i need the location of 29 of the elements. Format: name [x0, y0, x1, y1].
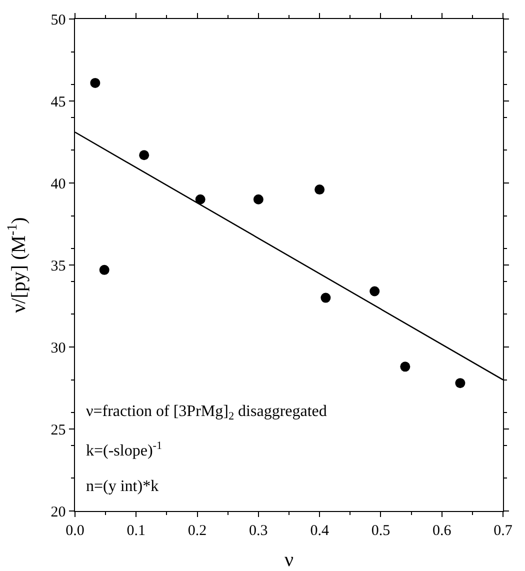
x-tick-label: 0.5 — [371, 523, 390, 540]
y-tick-label: 35 — [50, 258, 66, 274]
point — [99, 264, 110, 275]
y-tick-label: 20 — [50, 504, 66, 520]
y-tick-label: 50 — [50, 12, 66, 28]
y-tick-label: 25 — [50, 422, 66, 438]
point — [139, 150, 150, 160]
x-tick-label: 0.7 — [494, 523, 513, 540]
x-tick-label: 0.4 — [310, 523, 330, 540]
x-tick-label: 0.0 — [66, 523, 84, 540]
point — [253, 194, 264, 204]
point — [455, 378, 466, 388]
x-axis-title: ν — [284, 549, 294, 571]
point — [400, 362, 410, 372]
point — [370, 286, 380, 296]
point — [90, 78, 100, 88]
point — [195, 194, 206, 204]
annotation: k=(-slope)$^{-1}$ — [86, 440, 162, 460]
x-tick-label: 0.6 — [432, 523, 452, 540]
y-tick-label: 40 — [50, 176, 66, 192]
annotation: n=(y int)*k — [86, 478, 159, 495]
x-tick-label: 0.1 — [126, 523, 146, 540]
annotation: ν=fraction of [3PrMg]$_{2}$ disaggregated — [86, 403, 327, 422]
y-tick-label: 45 — [50, 94, 66, 110]
point — [314, 184, 325, 195]
x-tick-label: 0.2 — [188, 523, 207, 540]
x-tick-label: 0.3 — [249, 523, 268, 540]
y-tick-label: 30 — [50, 340, 66, 356]
point — [320, 292, 331, 303]
